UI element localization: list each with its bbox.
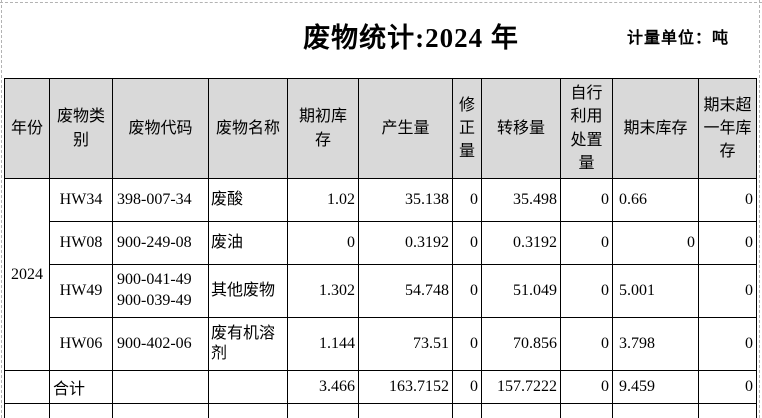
cell-end-stock[interactable]: 3.798 (612, 317, 699, 371)
cell-self-disposed[interactable]: 0 (560, 317, 613, 371)
col-header-waste-name[interactable]: 废物名称 (208, 78, 288, 179)
total-row: 合计 3.466 163.7152 0 157.7222 0 9.459 0 (4, 370, 757, 404)
col-header-over-year-stock[interactable]: 期末超一年库存 (698, 78, 757, 179)
total-begin-stock[interactable]: 3.466 (287, 370, 359, 404)
cell-self-disposed[interactable]: 0 (560, 178, 613, 222)
col-header-waste-category[interactable]: 废物类别 (49, 78, 113, 179)
cell-empty[interactable] (49, 403, 113, 418)
waste-statistics-table: 年份 废物类别 废物代码 废物名称 期初库存 产生量 修正量 转移量 自行利用处… (4, 78, 757, 418)
year-cell[interactable]: 2024 (4, 178, 50, 371)
header-row: 年份 废物类别 废物代码 废物名称 期初库存 产生量 修正量 转移量 自行利用处… (4, 78, 757, 179)
cell-end-stock[interactable]: 0.66 (612, 178, 699, 222)
cell-year-empty[interactable] (4, 370, 50, 404)
total-end-stock[interactable]: 9.459 (612, 370, 699, 404)
col-header-year[interactable]: 年份 (4, 78, 50, 179)
cell-corrected[interactable]: 0 (452, 221, 482, 265)
cell-waste-name[interactable]: 废有机溶剂 (208, 317, 288, 371)
total-over-year-stock[interactable]: 0 (698, 370, 757, 404)
cell-transferred[interactable]: 51.049 (481, 264, 561, 318)
cell-empty[interactable] (287, 403, 359, 418)
page-title: 废物统计:2024 年 (303, 23, 519, 53)
cell-over-year-stock[interactable]: 0 (698, 178, 757, 222)
cell-empty[interactable] (560, 403, 613, 418)
cell-produced[interactable]: 0.3192 (358, 221, 453, 265)
cell-empty[interactable] (452, 403, 482, 418)
cell-waste-category[interactable]: HW34 (49, 178, 113, 222)
cell-waste-category[interactable]: HW49 (49, 264, 113, 318)
cell-waste-code[interactable]: 900-041-49 900-039-49 (112, 264, 209, 318)
cell-waste-name[interactable]: 废油 (208, 221, 288, 265)
cell-waste-code[interactable]: 900-249-08 (112, 221, 209, 265)
cell-transferred[interactable]: 0.3192 (481, 221, 561, 265)
cell-waste-category[interactable]: HW06 (49, 317, 113, 371)
col-header-corrected[interactable]: 修正量 (452, 78, 482, 179)
col-header-begin-stock[interactable]: 期初库存 (287, 78, 359, 179)
total-produced[interactable]: 163.7152 (358, 370, 453, 404)
total-transferred[interactable]: 157.7222 (481, 370, 561, 404)
cell-self-disposed[interactable]: 0 (560, 221, 613, 265)
cell-begin-stock[interactable]: 1.144 (287, 317, 359, 371)
cell-over-year-stock[interactable]: 0 (698, 317, 757, 371)
cell-produced[interactable]: 35.138 (358, 178, 453, 222)
cell-corrected[interactable]: 0 (452, 317, 482, 371)
partial-row (4, 403, 757, 418)
cell-self-disposed[interactable]: 0 (560, 264, 613, 318)
cell-begin-stock[interactable]: 1.02 (287, 178, 359, 222)
cell-begin-stock[interactable]: 1.302 (287, 264, 359, 318)
page-break-line-left (1, 0, 2, 418)
cell-empty[interactable] (208, 403, 288, 418)
cell-over-year-stock[interactable]: 0 (698, 264, 757, 318)
total-label[interactable]: 合计 (49, 370, 113, 404)
col-header-transferred[interactable]: 转移量 (481, 78, 561, 179)
cell-waste-code[interactable]: 398-007-34 (112, 178, 209, 222)
cell-produced[interactable]: 54.748 (358, 264, 453, 318)
cell-produced[interactable]: 73.51 (358, 317, 453, 371)
unit-label: 计量单位：吨 (627, 30, 730, 47)
table-row: HW06 900-402-06 废有机溶剂 1.144 73.51 0 70.856 0 3.7… (5, 317, 757, 371)
cell-waste-code[interactable]: 900-402-06 (112, 317, 209, 371)
cell-waste-name[interactable]: 废酸 (208, 178, 288, 222)
col-header-end-stock[interactable]: 期末库存 (612, 78, 699, 179)
cell-empty[interactable] (4, 403, 50, 418)
table-row: HW08 900-249-08 废油 0 0.3192 0 0.3192 0 0 0 (5, 221, 757, 265)
cell-empty[interactable] (698, 403, 757, 418)
table-row: HW49 900-041-49 900-039-49 其他废物 1.302 54.748… (5, 264, 757, 318)
col-header-waste-code[interactable]: 废物代码 (112, 78, 209, 179)
page-break-line-right (759, 0, 760, 418)
cell-empty[interactable] (358, 403, 453, 418)
cell-over-year-stock[interactable]: 0 (698, 221, 757, 265)
table-row: 2024 HW34 398-007-34 废酸 1.02 35.138 0 35.498 0 0.… (4, 178, 757, 371)
cell-end-stock[interactable]: 0 (612, 221, 699, 265)
cell-corrected[interactable]: 0 (452, 178, 482, 222)
cell-waste-category[interactable]: HW08 (49, 221, 113, 265)
cell-corrected[interactable]: 0 (452, 264, 482, 318)
col-header-self-disposed[interactable]: 自行利用处置量 (560, 78, 613, 179)
total-corrected[interactable]: 0 (452, 370, 482, 404)
total-self-disposed[interactable]: 0 (560, 370, 613, 404)
cell-empty[interactable] (481, 403, 561, 418)
cell-empty[interactable] (112, 370, 209, 404)
cell-empty[interactable] (612, 403, 699, 418)
cell-end-stock[interactable]: 5.001 (612, 264, 699, 318)
page-break-line-top (0, 2, 762, 3)
cell-transferred[interactable]: 70.856 (481, 317, 561, 371)
col-header-produced[interactable]: 产生量 (358, 78, 453, 179)
table-body: 2024 HW34 398-007-34 废酸 1.02 35.138 0 35.498 0 0.… (4, 178, 757, 418)
cell-begin-stock[interactable]: 0 (287, 221, 359, 265)
cell-empty[interactable] (112, 403, 209, 418)
cell-transferred[interactable]: 35.498 (481, 178, 561, 222)
cell-waste-name[interactable]: 其他废物 (208, 264, 288, 318)
cell-empty[interactable] (208, 370, 288, 404)
